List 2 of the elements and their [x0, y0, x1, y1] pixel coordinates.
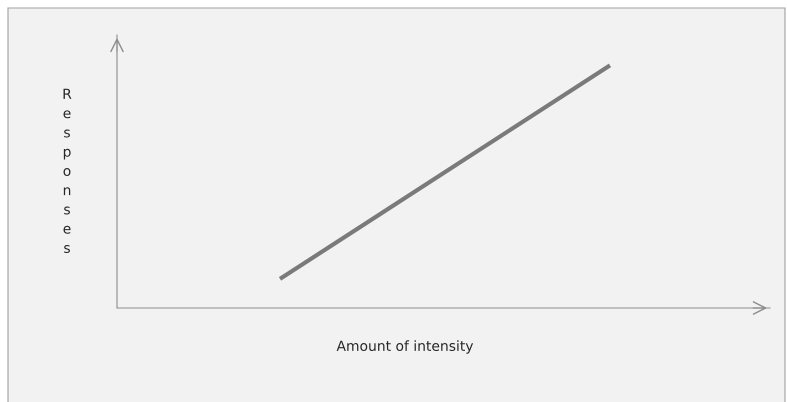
text: Responses — [63, 88, 72, 254]
x-axis-title: Amount of intensity — [336, 340, 474, 354]
